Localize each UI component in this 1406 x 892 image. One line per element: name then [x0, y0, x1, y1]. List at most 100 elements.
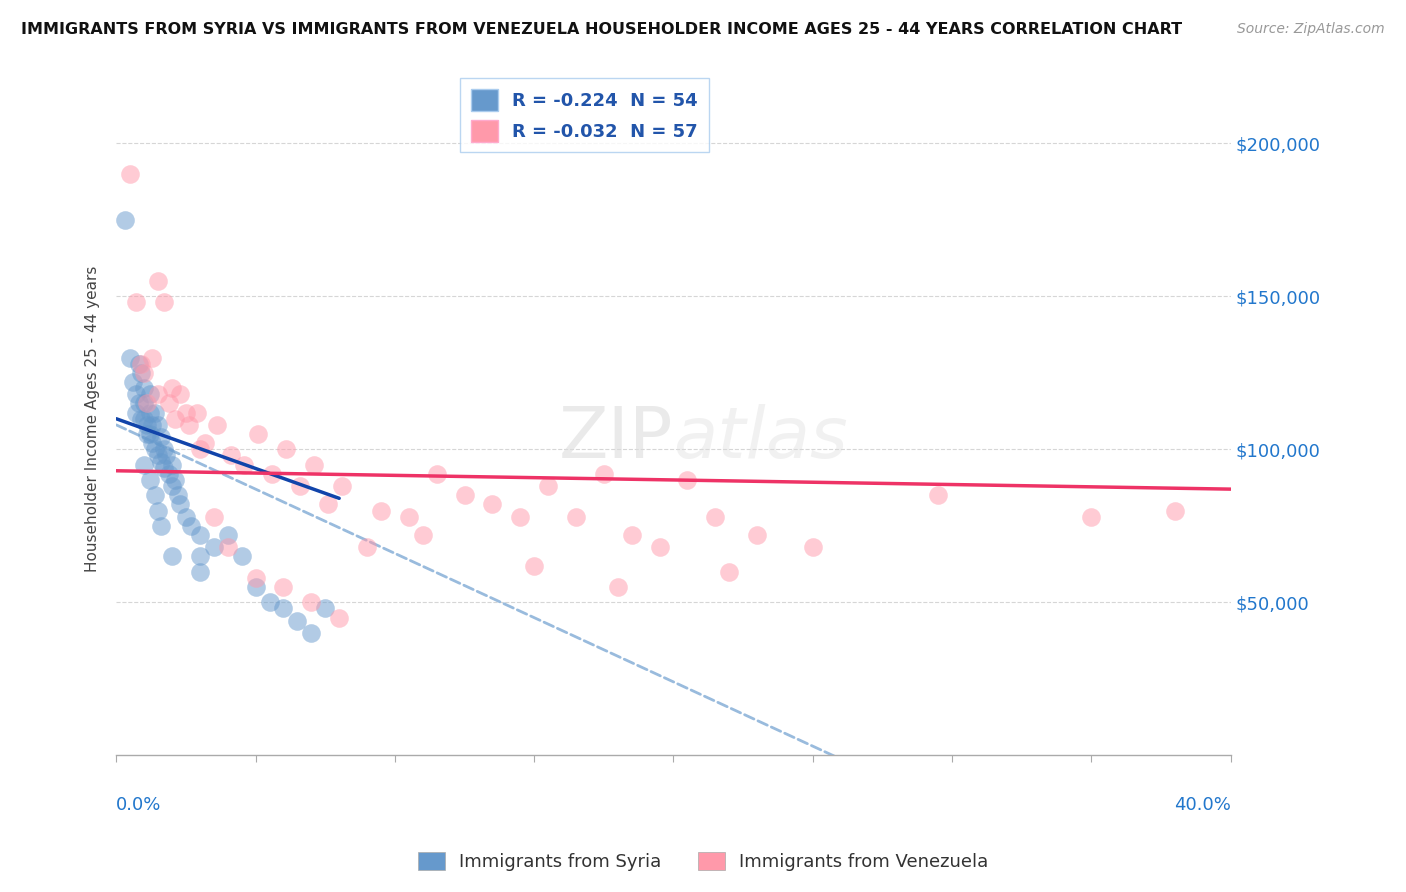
Point [134, 411, 156, 425]
Point [356, 541, 378, 555]
Point [426, 467, 449, 481]
Point [146, 503, 169, 517]
Point [592, 467, 614, 481]
Point [125, 406, 148, 420]
Point [174, 509, 197, 524]
Point [330, 479, 353, 493]
Point [370, 503, 392, 517]
Point [676, 473, 699, 487]
Point [134, 396, 156, 410]
Point [143, 488, 166, 502]
Point [122, 375, 145, 389]
Point [801, 541, 824, 555]
Point [927, 488, 949, 502]
Point [188, 442, 211, 457]
Point [1164, 503, 1187, 517]
Point [128, 396, 150, 410]
Point [398, 509, 420, 524]
Point [152, 295, 174, 310]
Point [157, 396, 180, 410]
Point [125, 387, 148, 401]
Point [328, 610, 350, 624]
Point [217, 528, 239, 542]
Point [180, 519, 202, 533]
Point [135, 427, 157, 442]
Point [120, 167, 142, 181]
Point [523, 558, 546, 573]
Point [160, 549, 183, 564]
Point [143, 442, 166, 457]
Point [648, 541, 671, 555]
Point [146, 417, 169, 432]
Point [188, 549, 211, 564]
Point [745, 528, 768, 542]
Point [177, 417, 200, 432]
Point [160, 458, 183, 472]
Point [718, 565, 741, 579]
Point [138, 427, 160, 442]
Point [453, 488, 475, 502]
Point [157, 467, 180, 481]
Point [155, 449, 177, 463]
Text: Source: ZipAtlas.com: Source: ZipAtlas.com [1237, 22, 1385, 37]
Point [160, 479, 183, 493]
Y-axis label: Householder Income Ages 25 - 44 years: Householder Income Ages 25 - 44 years [86, 266, 100, 572]
Point [606, 580, 628, 594]
Point [135, 417, 157, 432]
Point [134, 458, 156, 472]
Point [141, 351, 163, 365]
Point [233, 458, 256, 472]
Point [149, 519, 172, 533]
Point [146, 449, 169, 463]
Point [174, 406, 197, 420]
Point [231, 549, 253, 564]
Point [245, 571, 267, 585]
Point [704, 509, 727, 524]
Point [152, 442, 174, 457]
Point [219, 449, 242, 463]
Text: ZIP: ZIP [560, 404, 673, 474]
Point [134, 366, 156, 380]
Legend: R = -0.224  N = 54, R = -0.032  N = 57: R = -0.224 N = 54, R = -0.032 N = 57 [460, 78, 709, 153]
Point [128, 357, 150, 371]
Text: atlas: atlas [673, 404, 848, 474]
Point [273, 601, 295, 615]
Point [138, 406, 160, 420]
Point [245, 580, 267, 594]
Point [125, 295, 148, 310]
Point [149, 430, 172, 444]
Point [138, 473, 160, 487]
Point [194, 436, 217, 450]
Point [259, 595, 281, 609]
Point [160, 381, 183, 395]
Point [285, 614, 308, 628]
Point [169, 498, 191, 512]
Point [565, 509, 588, 524]
Point [188, 565, 211, 579]
Point [217, 541, 239, 555]
Point [205, 417, 228, 432]
Point [302, 458, 325, 472]
Point [188, 528, 211, 542]
Point [316, 498, 339, 512]
Point [149, 454, 172, 468]
Point [131, 357, 153, 371]
Point [186, 406, 208, 420]
Point [166, 488, 188, 502]
Point [135, 396, 157, 410]
Point [114, 212, 136, 227]
Point [314, 601, 336, 615]
Point [262, 467, 284, 481]
Point [481, 498, 503, 512]
Point [1080, 509, 1102, 524]
Point [146, 387, 169, 401]
Point [276, 442, 298, 457]
Point [273, 580, 295, 594]
Point [412, 528, 434, 542]
Point [143, 406, 166, 420]
Point [146, 274, 169, 288]
Text: 40.0%: 40.0% [1174, 796, 1230, 814]
Point [163, 411, 186, 425]
Point [247, 427, 270, 442]
Text: IMMIGRANTS FROM SYRIA VS IMMIGRANTS FROM VENEZUELA HOUSEHOLDER INCOME AGES 25 - : IMMIGRANTS FROM SYRIA VS IMMIGRANTS FROM… [21, 22, 1182, 37]
